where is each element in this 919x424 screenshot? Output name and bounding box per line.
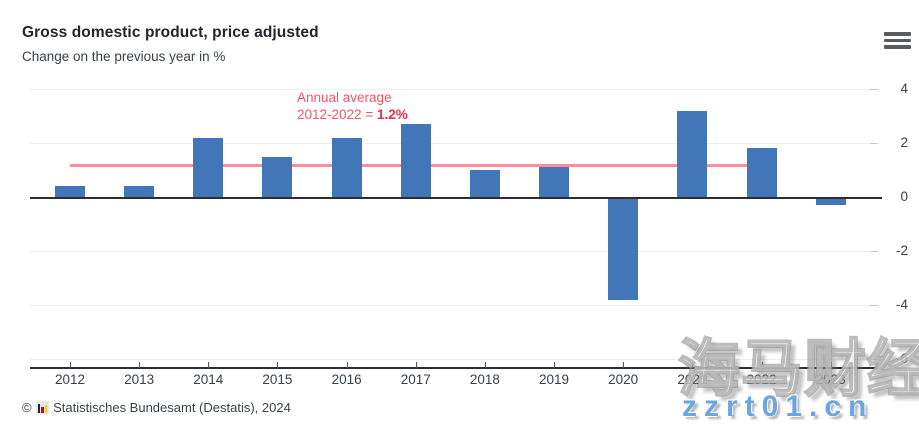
x-axis-label: 2018 xyxy=(469,372,500,387)
x-axis-label: 2013 xyxy=(124,372,155,387)
bar-2013[interactable] xyxy=(124,186,155,197)
gridline xyxy=(30,359,878,360)
y-axis-tick xyxy=(870,197,882,199)
average-annotation-line2: 2012-2022 = 1.2% xyxy=(297,106,408,122)
y-axis-label: 4 xyxy=(900,81,908,96)
x-axis-label: 2023 xyxy=(815,372,846,387)
x-axis-tick xyxy=(70,362,71,368)
x-axis-label: 2017 xyxy=(400,372,431,387)
average-annotation-line1: Annual average xyxy=(297,90,392,105)
source-attribution: © Statistisches Bundesamt (Destatis), 20… xyxy=(22,400,291,415)
destatis-logo-icon xyxy=(35,401,50,414)
y-axis-tick xyxy=(870,251,878,252)
gridline xyxy=(30,143,878,144)
gridline xyxy=(30,251,878,252)
x-axis-tick xyxy=(484,362,486,368)
x-axis-tick xyxy=(692,362,694,368)
y-axis-tick xyxy=(870,359,878,360)
y-axis-tick xyxy=(870,143,878,144)
x-axis-label: 2014 xyxy=(193,372,224,387)
y-axis-label: -2 xyxy=(895,243,908,258)
x-axis-label: 2016 xyxy=(331,372,362,387)
gridline xyxy=(30,305,878,306)
x-axis-tick xyxy=(830,362,832,368)
chart-subtitle: Change on the previous year in % xyxy=(22,49,226,64)
zero-line xyxy=(30,197,878,199)
bar-2016[interactable] xyxy=(331,137,362,197)
hamburger-menu-icon[interactable] xyxy=(884,32,911,49)
bar-2015[interactable] xyxy=(262,156,293,197)
y-axis-tick xyxy=(870,89,878,90)
y-axis-label: -6 xyxy=(895,351,908,366)
bar-2017[interactable] xyxy=(400,124,431,197)
x-axis-tick xyxy=(208,362,210,368)
x-axis-tick xyxy=(761,362,763,368)
x-axis-label: 2020 xyxy=(608,372,639,387)
bar-2018[interactable] xyxy=(469,170,500,197)
x-axis-tick xyxy=(554,362,556,368)
y-axis-label: -4 xyxy=(895,297,908,312)
chart-title: Gross domestic product, price adjusted xyxy=(22,24,319,41)
bar-2022[interactable] xyxy=(746,148,777,197)
average-value: 1.2% xyxy=(376,106,408,122)
bar-2019[interactable] xyxy=(539,167,570,197)
bar-2014[interactable] xyxy=(193,137,224,197)
y-axis-label: 2 xyxy=(900,135,908,150)
x-axis-label: 2022 xyxy=(746,372,777,387)
gridline xyxy=(30,89,878,90)
bar-2021[interactable] xyxy=(677,110,708,197)
x-axis-label: 2019 xyxy=(539,372,570,387)
average-annotation: Annual average 2012-2022 = 1.2% xyxy=(297,90,408,123)
x-axis-tick xyxy=(415,362,417,368)
x-axis-label: 2021 xyxy=(677,372,708,387)
x-axis-tick xyxy=(623,362,625,368)
copyright-symbol: © xyxy=(22,400,32,415)
y-axis-label: 0 xyxy=(900,189,908,204)
x-axis-label: 2012 xyxy=(54,372,86,387)
source-text: Statistisches Bundesamt (Destatis), 2024 xyxy=(53,400,291,415)
bar-2012[interactable] xyxy=(55,186,85,197)
bar-2020[interactable] xyxy=(608,199,639,300)
y-axis-tick xyxy=(870,305,878,306)
x-axis-tick xyxy=(277,362,279,368)
x-axis-label: 2015 xyxy=(262,372,293,387)
bar-2023[interactable] xyxy=(815,199,846,206)
x-axis-line xyxy=(30,367,878,369)
x-axis-tick xyxy=(346,362,348,368)
x-axis-tick xyxy=(139,362,141,368)
